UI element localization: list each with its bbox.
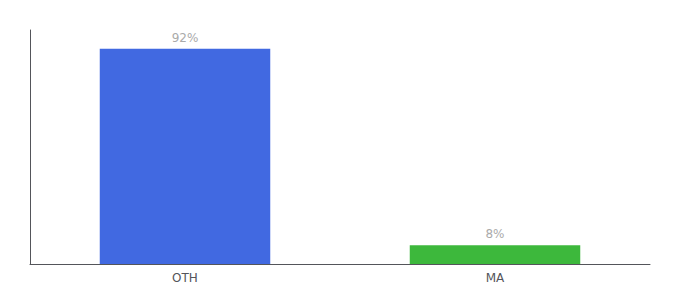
svg-text:OTH: OTH bbox=[172, 271, 198, 285]
svg-text:MA: MA bbox=[486, 271, 505, 285]
svg-text:8%: 8% bbox=[485, 227, 504, 241]
svg-text:92%: 92% bbox=[172, 31, 199, 45]
